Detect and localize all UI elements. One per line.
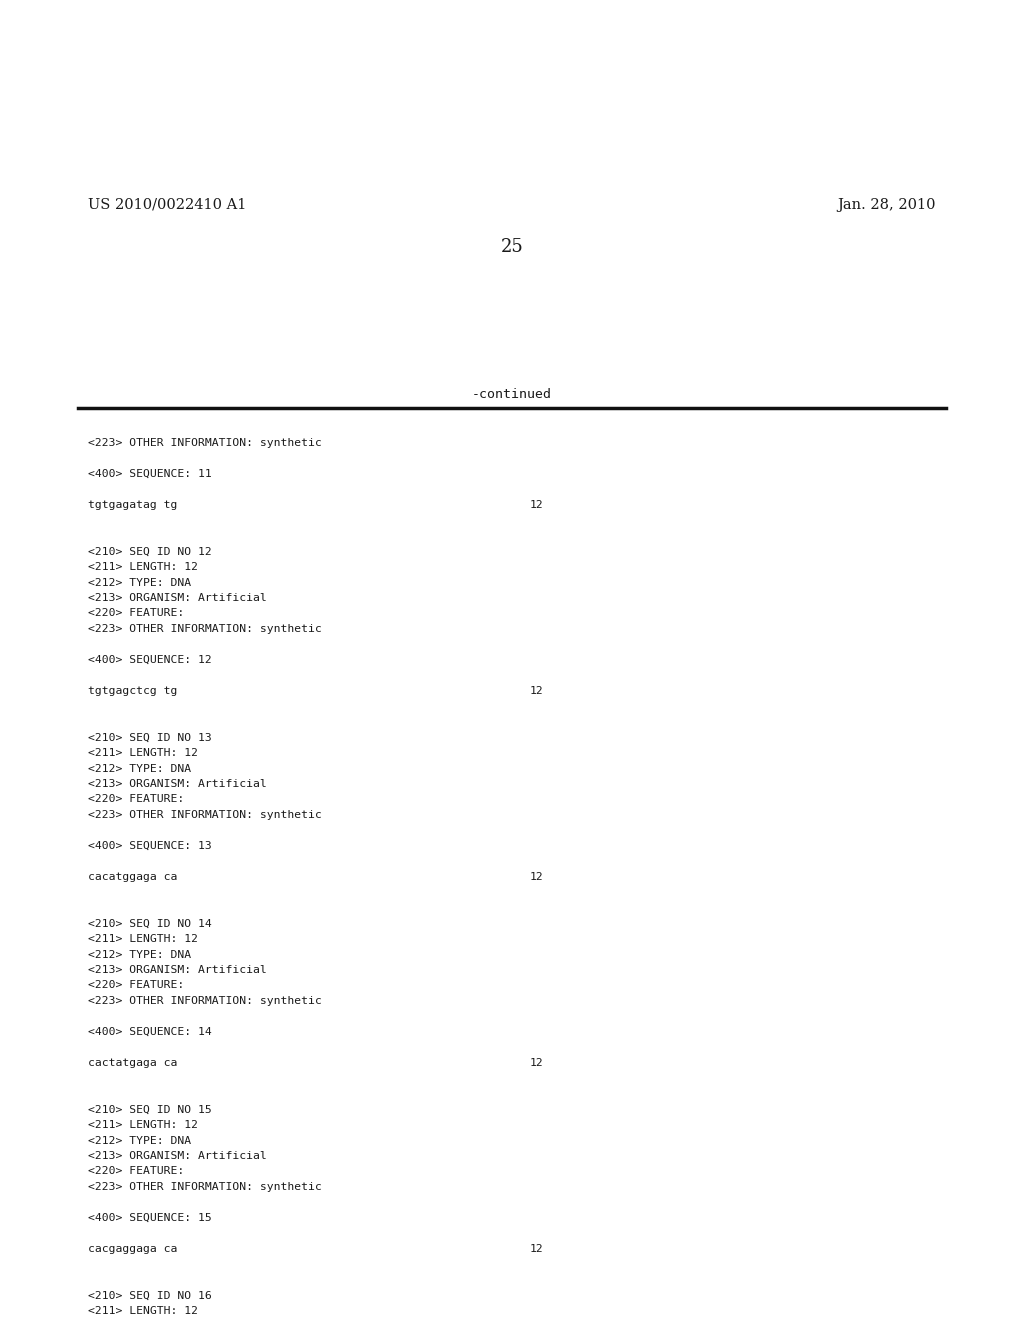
Text: <220> FEATURE:: <220> FEATURE: — [88, 1167, 184, 1176]
Text: tgtgagatag tg: tgtgagatag tg — [88, 500, 177, 510]
Text: Jan. 28, 2010: Jan. 28, 2010 — [838, 198, 936, 213]
Text: <400> SEQUENCE: 11: <400> SEQUENCE: 11 — [88, 469, 212, 479]
Text: <211> LENGTH: 12: <211> LENGTH: 12 — [88, 1305, 198, 1316]
Text: <210> SEQ ID NO 16: <210> SEQ ID NO 16 — [88, 1291, 212, 1300]
Text: <223> OTHER INFORMATION: synthetic: <223> OTHER INFORMATION: synthetic — [88, 624, 322, 634]
Text: <400> SEQUENCE: 15: <400> SEQUENCE: 15 — [88, 1213, 212, 1224]
Text: <223> OTHER INFORMATION: synthetic: <223> OTHER INFORMATION: synthetic — [88, 438, 322, 447]
Text: <212> TYPE: DNA: <212> TYPE: DNA — [88, 578, 191, 587]
Text: 12: 12 — [530, 1243, 544, 1254]
Text: <400> SEQUENCE: 12: <400> SEQUENCE: 12 — [88, 655, 212, 665]
Text: <211> LENGTH: 12: <211> LENGTH: 12 — [88, 1119, 198, 1130]
Text: <210> SEQ ID NO 14: <210> SEQ ID NO 14 — [88, 919, 212, 928]
Text: <212> TYPE: DNA: <212> TYPE: DNA — [88, 949, 191, 960]
Text: <213> ORGANISM: Artificial: <213> ORGANISM: Artificial — [88, 965, 266, 975]
Text: <212> TYPE: DNA: <212> TYPE: DNA — [88, 1135, 191, 1146]
Text: <400> SEQUENCE: 14: <400> SEQUENCE: 14 — [88, 1027, 212, 1038]
Text: 12: 12 — [530, 873, 544, 882]
Text: <400> SEQUENCE: 13: <400> SEQUENCE: 13 — [88, 841, 212, 851]
Text: <213> ORGANISM: Artificial: <213> ORGANISM: Artificial — [88, 779, 266, 789]
Text: 12: 12 — [530, 1059, 544, 1068]
Text: <220> FEATURE:: <220> FEATURE: — [88, 981, 184, 990]
Text: cacatggaga ca: cacatggaga ca — [88, 873, 177, 882]
Text: tgtgagctcg tg: tgtgagctcg tg — [88, 686, 177, 696]
Text: <220> FEATURE:: <220> FEATURE: — [88, 609, 184, 619]
Text: <210> SEQ ID NO 13: <210> SEQ ID NO 13 — [88, 733, 212, 742]
Text: 12: 12 — [530, 686, 544, 696]
Text: <213> ORGANISM: Artificial: <213> ORGANISM: Artificial — [88, 1151, 266, 1162]
Text: 12: 12 — [530, 500, 544, 510]
Text: <210> SEQ ID NO 12: <210> SEQ ID NO 12 — [88, 546, 212, 557]
Text: <211> LENGTH: 12: <211> LENGTH: 12 — [88, 935, 198, 944]
Text: <212> TYPE: DNA: <212> TYPE: DNA — [88, 763, 191, 774]
Text: <213> ORGANISM: Artificial: <213> ORGANISM: Artificial — [88, 593, 266, 603]
Text: <220> FEATURE:: <220> FEATURE: — [88, 795, 184, 804]
Text: <210> SEQ ID NO 15: <210> SEQ ID NO 15 — [88, 1105, 212, 1114]
Text: <223> OTHER INFORMATION: synthetic: <223> OTHER INFORMATION: synthetic — [88, 1181, 322, 1192]
Text: <223> OTHER INFORMATION: synthetic: <223> OTHER INFORMATION: synthetic — [88, 810, 322, 820]
Text: cactatgaga ca: cactatgaga ca — [88, 1059, 177, 1068]
Text: -continued: -continued — [472, 388, 552, 401]
Text: <223> OTHER INFORMATION: synthetic: <223> OTHER INFORMATION: synthetic — [88, 997, 322, 1006]
Text: <211> LENGTH: 12: <211> LENGTH: 12 — [88, 748, 198, 758]
Text: cacgaggaga ca: cacgaggaga ca — [88, 1243, 177, 1254]
Text: US 2010/0022410 A1: US 2010/0022410 A1 — [88, 198, 247, 213]
Text: <211> LENGTH: 12: <211> LENGTH: 12 — [88, 562, 198, 572]
Text: 25: 25 — [501, 238, 523, 256]
